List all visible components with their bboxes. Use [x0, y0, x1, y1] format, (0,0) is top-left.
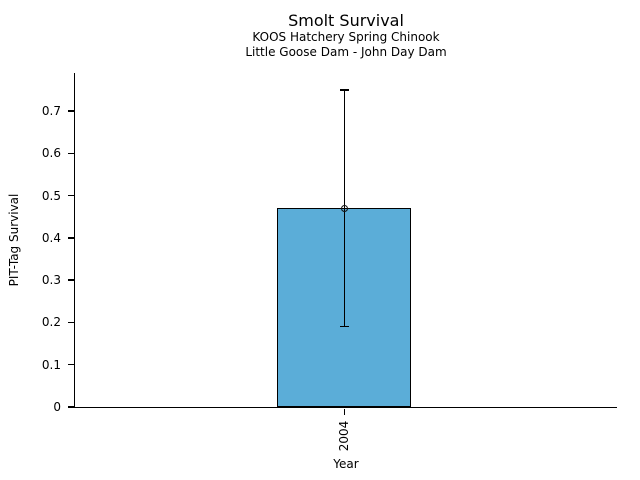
chart-subtitle-1: KOOS Hatchery Spring Chinook [252, 30, 440, 44]
y-tick-label: 0.1 [41, 357, 61, 372]
y-tick-label: 0.4 [41, 230, 61, 245]
y-tick-mark [68, 363, 75, 366]
y-tick-mark [68, 237, 75, 239]
y-tick-label: 0 [53, 400, 61, 414]
y-tick-mark [68, 406, 75, 408]
y-tick-label: 0.2 [41, 315, 61, 330]
error-bar-cap-bottom [339, 325, 349, 328]
y-tick-mark [68, 152, 75, 155]
title-block: Smolt Survival KOOS Hatchery Spring Chin… [75, 11, 617, 60]
x-tick-mark [343, 408, 346, 415]
y-tick-mark [68, 279, 75, 281]
data-point-marker [340, 204, 348, 212]
error-bar-cap-top [339, 89, 349, 91]
chart-subtitle-2: Little Goose Dam - John Day Dam [245, 45, 447, 59]
y-tick-label: 0.3 [41, 273, 61, 288]
y-tick-label: 0.6 [41, 146, 61, 161]
y-tick-mark [68, 194, 75, 197]
y-tick-label: 0.7 [41, 104, 61, 119]
y-tick-label: 0.5 [41, 188, 61, 203]
plot-area: 0 0.1 0.2 0.3 0.4 0.5 0.6 0.7 2004 [42, 73, 617, 451]
x-tick-label: 2004 [337, 420, 352, 452]
x-axis-label: Year [333, 457, 359, 471]
y-tick-mark [68, 110, 75, 112]
chart-title: Smolt Survival [288, 11, 404, 30]
y-tick-mark [68, 321, 75, 324]
